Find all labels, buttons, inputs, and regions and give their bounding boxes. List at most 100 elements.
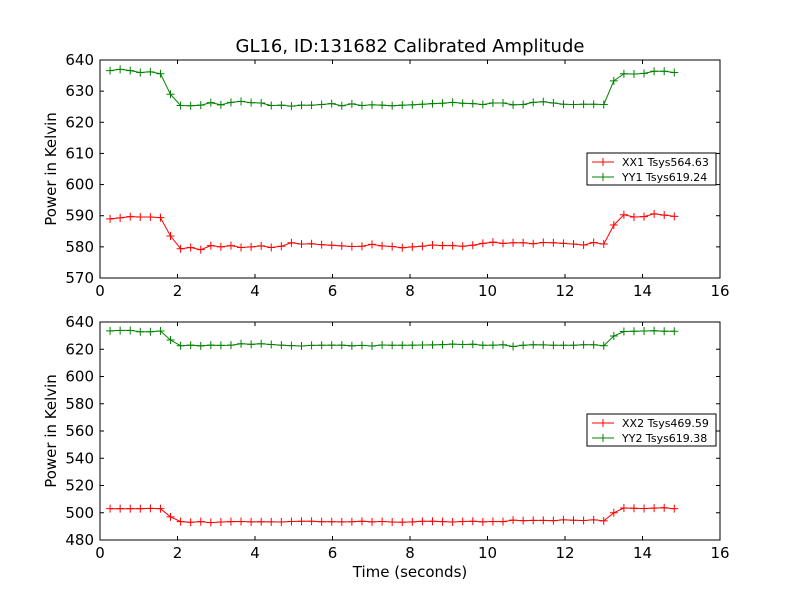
data-point <box>398 341 407 350</box>
data-point <box>267 340 276 349</box>
data-point <box>488 341 497 350</box>
data-point <box>599 240 608 249</box>
data-point <box>297 101 306 110</box>
data-point <box>660 503 669 512</box>
y-tick-label: 480 <box>65 531 94 549</box>
data-point <box>478 239 487 248</box>
data-point <box>226 341 235 350</box>
data-point <box>650 326 659 335</box>
data-point <box>136 327 145 336</box>
data-point <box>126 66 135 75</box>
data-point <box>186 518 195 527</box>
data-point <box>337 517 346 526</box>
data-point <box>428 240 437 249</box>
data-point <box>277 101 286 110</box>
data-point <box>136 504 145 513</box>
data-point <box>196 517 205 526</box>
data-point <box>317 100 326 109</box>
data-point <box>206 341 215 350</box>
x-axis-label: Time (seconds) <box>352 563 468 581</box>
data-point <box>539 340 548 349</box>
data-point <box>579 240 588 249</box>
data-point <box>257 241 266 250</box>
data-point <box>640 326 649 335</box>
data-point <box>549 516 558 525</box>
legend-label: YY1 Tsys619.24 <box>621 171 707 184</box>
data-point <box>166 231 175 240</box>
data-point <box>368 100 377 109</box>
data-point <box>660 327 669 336</box>
x-tick-label: 12 <box>555 282 574 300</box>
data-point <box>297 341 306 350</box>
data-point <box>509 100 518 109</box>
data-point <box>347 99 356 108</box>
y-tick-label: 620 <box>65 113 94 131</box>
data-point <box>116 504 125 513</box>
data-point <box>478 100 487 109</box>
data-point <box>146 327 155 336</box>
x-tick-label: 6 <box>328 544 338 562</box>
series-2 <box>106 326 679 351</box>
data-point <box>357 101 366 110</box>
data-point <box>599 341 608 350</box>
data-point <box>307 101 316 110</box>
data-point <box>327 241 336 250</box>
x-tick-label: 2 <box>173 282 183 300</box>
data-point <box>378 517 387 526</box>
data-point <box>559 341 568 350</box>
series-1 <box>106 503 679 527</box>
data-point <box>458 99 467 108</box>
data-point <box>559 100 568 109</box>
data-point <box>156 213 165 222</box>
data-point <box>579 100 588 109</box>
x-tick-label: 0 <box>95 282 105 300</box>
data-point <box>277 518 286 527</box>
data-point <box>388 341 397 350</box>
data-point <box>499 98 507 107</box>
data-point <box>116 65 125 74</box>
data-point <box>519 100 528 109</box>
y-tick-label: 570 <box>65 269 94 287</box>
data-point <box>509 238 518 247</box>
data-point <box>418 100 427 109</box>
data-point <box>609 508 618 517</box>
data-point <box>589 238 598 247</box>
data-point <box>589 100 598 109</box>
data-point <box>378 341 387 350</box>
data-point <box>106 504 115 513</box>
data-point <box>499 239 507 248</box>
y-tick-label: 580 <box>65 395 94 413</box>
data-point <box>347 242 356 251</box>
data-point <box>539 97 548 106</box>
data-point <box>539 516 548 525</box>
subplot-1: 0 2 4 6 8 10 12 14 16 570 580 590 600 610 620 630 640 GL1… <box>42 36 730 300</box>
data-point <box>579 516 588 525</box>
data-point <box>176 517 185 526</box>
data-point <box>368 341 377 350</box>
data-point <box>206 518 215 527</box>
data-point <box>297 240 306 249</box>
data-point <box>569 240 578 249</box>
data-point <box>216 100 225 109</box>
y-tick-label: 520 <box>65 477 94 495</box>
data-point <box>156 326 165 335</box>
data-point <box>599 516 608 525</box>
data-point <box>156 504 165 513</box>
data-point <box>438 241 447 250</box>
data-point <box>267 101 276 110</box>
data-point <box>650 504 659 513</box>
data-point <box>146 212 155 221</box>
data-point <box>247 340 256 349</box>
data-point <box>166 512 175 521</box>
y-tick-label: 500 <box>65 504 94 522</box>
y-tick-label: 610 <box>65 144 94 162</box>
x-tick-label: 12 <box>555 544 574 562</box>
data-point <box>488 517 497 526</box>
data-point <box>317 240 326 249</box>
legend-marker <box>599 158 607 166</box>
data-point <box>468 99 477 108</box>
data-point <box>428 517 437 526</box>
data-point <box>559 239 568 248</box>
data-point <box>640 504 649 513</box>
x-tick-label: 8 <box>405 282 415 300</box>
